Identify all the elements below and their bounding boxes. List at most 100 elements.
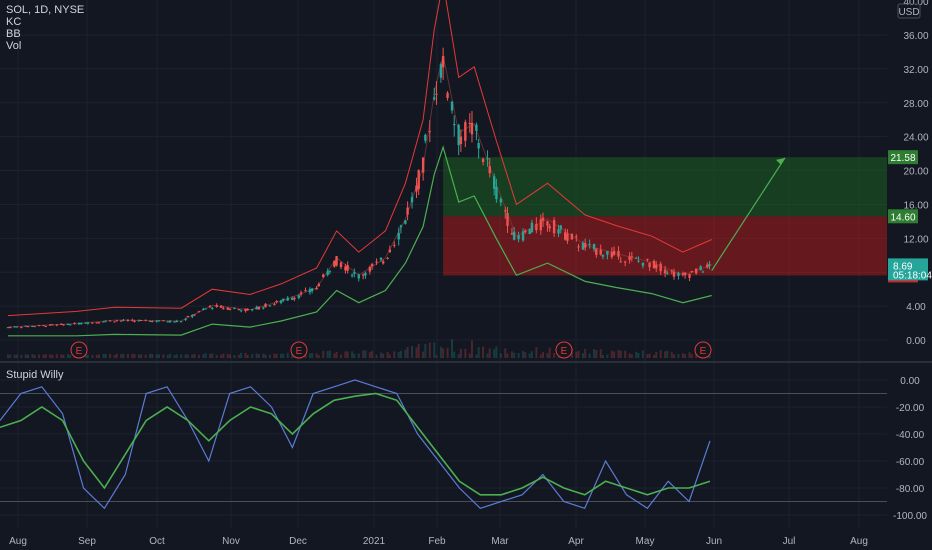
candle-body	[664, 270, 666, 274]
candle-body	[380, 258, 382, 260]
candle-body	[593, 244, 595, 249]
y-tick-label: 12.00	[903, 234, 928, 245]
candle-body	[262, 308, 264, 309]
volume-bar	[191, 355, 193, 358]
candle-body	[671, 270, 673, 271]
candle-body	[62, 324, 64, 325]
candle-body	[415, 186, 417, 192]
volume-bar	[256, 353, 258, 358]
candle-body	[346, 265, 348, 271]
candle-body	[227, 308, 229, 310]
candle-body	[560, 226, 562, 230]
candle-body	[453, 124, 455, 125]
candle-body	[564, 232, 566, 239]
volume-bar	[276, 354, 278, 358]
volume-bar	[522, 351, 524, 358]
candle-body	[215, 305, 217, 307]
currency-label: USD	[898, 7, 919, 18]
indicator-kc[interactable]: KC	[6, 16, 84, 28]
oscillator-title[interactable]: Stupid Willy	[6, 369, 63, 381]
volume-bar	[493, 349, 495, 358]
volume-bar	[646, 354, 648, 358]
candle-body	[628, 257, 630, 260]
volume-bar	[677, 354, 679, 358]
x-tick-label: Dec	[289, 536, 307, 547]
volume-bar	[63, 355, 65, 358]
volume-bar	[500, 353, 502, 358]
volume-bar	[322, 351, 324, 358]
indicator-vol[interactable]: Vol	[6, 40, 84, 52]
candle-body	[104, 321, 106, 322]
candle-body	[522, 231, 524, 240]
x-tick-label: Mar	[491, 536, 509, 547]
volume-bar	[575, 352, 577, 358]
candle-body	[311, 289, 313, 291]
volume-bar	[362, 351, 364, 358]
volume-bar	[51, 355, 53, 358]
symbol-label[interactable]: SOL, 1D, NYSE	[6, 4, 84, 16]
volume-bar	[371, 351, 373, 358]
candle-body	[659, 264, 661, 271]
volume-bar	[174, 355, 176, 358]
candle-body	[149, 321, 151, 322]
earnings-label: E	[700, 346, 707, 357]
x-tick-label: Apr	[568, 536, 584, 547]
volume-bar	[102, 354, 104, 358]
indicator-bb[interactable]: BB	[6, 28, 84, 40]
volume-bar	[134, 354, 136, 358]
candle-body	[513, 232, 515, 240]
volume-bar	[524, 352, 526, 358]
candle-body	[548, 226, 550, 228]
volume-bar	[689, 352, 691, 358]
candle-body	[282, 299, 284, 301]
volume-bar	[682, 353, 684, 358]
volume-bar	[504, 348, 506, 358]
profit-zone	[443, 157, 887, 216]
candle-body	[133, 321, 135, 322]
candle-body	[440, 64, 442, 78]
candle-body	[169, 321, 171, 323]
volume-bar	[546, 353, 548, 358]
volume-bar	[424, 344, 426, 358]
candle-body	[553, 220, 555, 233]
candle-body	[362, 275, 364, 276]
y-tick-label: 36.00	[903, 31, 928, 42]
volume-bar	[151, 354, 153, 358]
volume-bar	[531, 351, 533, 358]
volume-bar	[595, 350, 597, 358]
candle-body	[91, 322, 93, 323]
candle-body	[584, 243, 586, 247]
candle-body	[287, 298, 289, 301]
volume-bar	[149, 354, 151, 358]
candle-body	[699, 266, 701, 270]
candle-body	[442, 56, 444, 67]
candle-body	[87, 323, 89, 324]
candle-body	[229, 309, 231, 310]
volume-bar	[398, 352, 400, 358]
candle-body	[435, 94, 437, 95]
volume-bar	[589, 353, 591, 358]
volume-bar	[642, 350, 644, 358]
volume-bar	[318, 355, 320, 358]
candle-body	[540, 219, 542, 230]
candle-body	[571, 234, 573, 239]
volume-bar	[660, 350, 662, 358]
candle-body	[404, 220, 406, 223]
volume-bar	[469, 354, 471, 358]
volume-bar	[162, 354, 164, 358]
candle-body	[304, 290, 306, 291]
volume-bar	[429, 343, 431, 358]
volume-bar	[31, 354, 33, 358]
volume-bar	[9, 355, 11, 358]
candle-body	[69, 324, 71, 325]
candle-body	[209, 306, 211, 307]
candle-body	[318, 284, 320, 286]
candle-body	[655, 265, 657, 269]
candle-body	[275, 301, 277, 302]
volume-bar	[327, 351, 329, 358]
volume-bar	[549, 348, 551, 358]
volume-bar	[198, 355, 200, 358]
candle-body	[433, 98, 435, 100]
volume-bar	[167, 355, 169, 358]
candle-body	[469, 123, 471, 124]
